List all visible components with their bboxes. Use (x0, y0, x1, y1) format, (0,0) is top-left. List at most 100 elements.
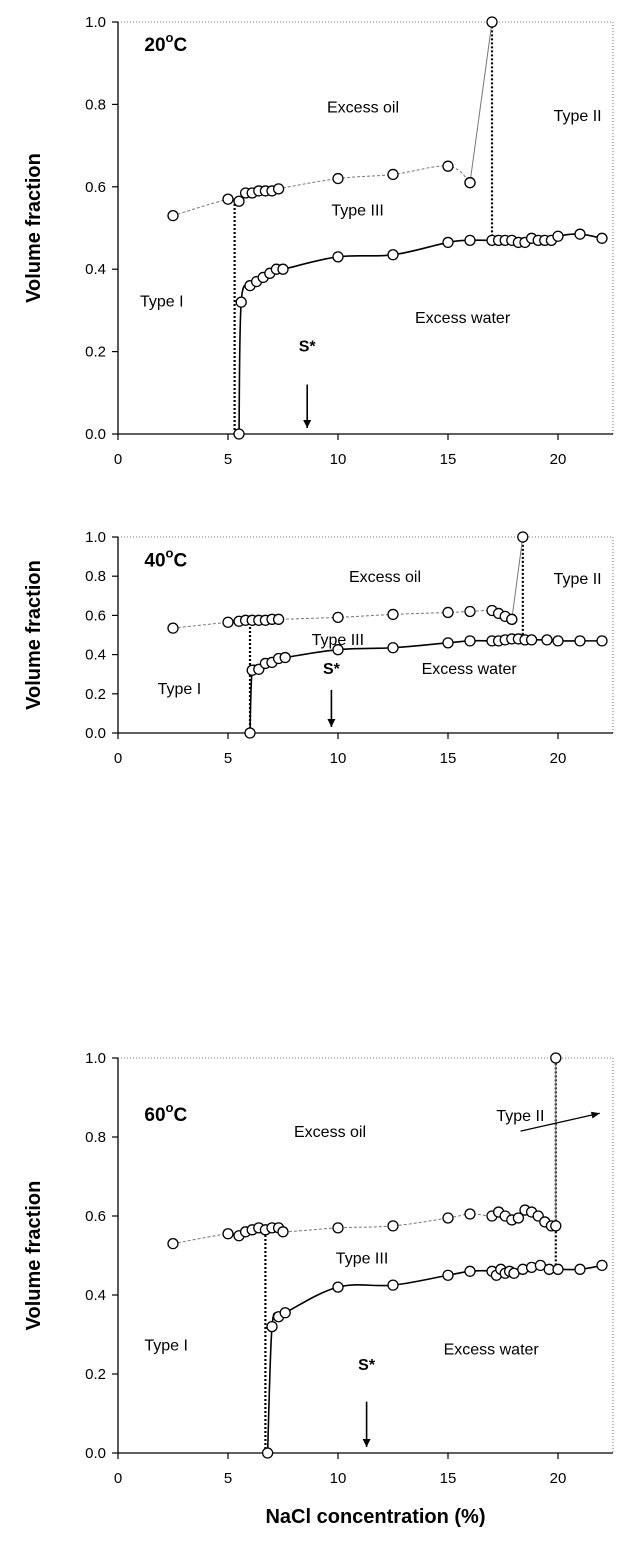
y-axis-label: Volume fraction (23, 560, 45, 710)
data-point (332, 1222, 344, 1234)
data-point (222, 193, 234, 205)
data-point (387, 168, 399, 181)
data-point (244, 727, 256, 739)
s-star-arrowhead (362, 1439, 371, 1447)
data-point (235, 296, 247, 308)
y-tick-label: 0.8 (85, 96, 106, 113)
data-point (277, 263, 289, 275)
data-point (596, 635, 608, 647)
data-point (332, 644, 344, 656)
y-tick-label: 0.6 (85, 179, 106, 196)
data-point (464, 234, 476, 247)
y-tick-label: 0.2 (85, 344, 106, 361)
y-axis-label: Volume fraction (23, 153, 45, 303)
type-i-label: Type I (158, 681, 202, 698)
data-point (332, 1281, 344, 1293)
x-tick-label: 20 (550, 451, 567, 468)
x-tick-label: 0 (114, 1470, 122, 1487)
data-point (272, 613, 285, 625)
y-tick-label: 0.0 (85, 725, 106, 742)
data-point (442, 637, 454, 649)
y-tick-label: 0.6 (85, 1208, 106, 1225)
data-point (167, 209, 179, 222)
s-star-label: S* (323, 661, 341, 678)
data-point (387, 249, 399, 261)
upper-phase-line (172, 165, 471, 217)
y-tick-label: 0.8 (85, 568, 106, 585)
data-point (222, 616, 234, 628)
y-tick-label: 0.2 (85, 686, 106, 703)
excess-oil-label: Excess oil (349, 569, 421, 586)
y-tick-label: 1.0 (85, 529, 106, 546)
chart-panel: 0.0 0.2 0.4 0.6 0.8 1.0 0 5 10 15 20 Volume fractio… (23, 14, 614, 468)
data-point (506, 613, 518, 625)
data-point (442, 236, 454, 249)
type-ii-arrow (520, 1112, 600, 1132)
type-iii-label: Type III (312, 632, 364, 649)
data-point (277, 1226, 289, 1238)
data-point (387, 642, 399, 654)
temperature-label: 40oC (144, 545, 187, 571)
data-point (272, 183, 285, 195)
type-ii-jump-line (469, 21, 493, 183)
data-point (387, 1279, 399, 1291)
data-point (387, 608, 399, 621)
data-point (464, 177, 476, 189)
y-tick-label: 1.0 (85, 1050, 106, 1067)
lower-phase-line (238, 233, 603, 435)
data-point (574, 228, 586, 240)
data-point (442, 1269, 454, 1281)
data-point (550, 1220, 562, 1232)
data-point (464, 635, 476, 647)
data-point (222, 1228, 234, 1240)
y-tick-label: 0.8 (85, 1129, 106, 1146)
type-ii-label: Type II (554, 108, 602, 125)
x-tick-label: 0 (114, 451, 122, 468)
data-point (387, 1220, 399, 1232)
lower-phase-line (266, 1264, 603, 1454)
data-point (167, 622, 179, 634)
type-i-label: Type I (144, 1337, 188, 1354)
x-tick-label: 5 (224, 1470, 232, 1487)
chart-panel: 0.0 0.2 0.4 0.6 0.8 1.0 0 5 10 15 20 Volume fractio… (23, 1050, 614, 1528)
x-tick-label: 0 (114, 750, 122, 767)
data-point (261, 1447, 274, 1459)
data-point (332, 611, 344, 624)
data-point (464, 1265, 476, 1277)
y-tick-label: 0.6 (85, 607, 106, 624)
y-tick-label: 1.0 (85, 14, 106, 31)
excess-water-label: Excess water (415, 310, 511, 327)
y-tick-label: 0.0 (85, 1445, 106, 1462)
data-point (442, 1212, 454, 1224)
data-point (541, 634, 553, 646)
data-point (486, 16, 498, 28)
data-point (442, 160, 454, 172)
y-axis-label: Volume fraction (23, 1181, 45, 1331)
data-point (596, 1259, 608, 1272)
x-tick-label: 20 (550, 750, 567, 767)
data-point (552, 230, 564, 242)
type-iii-label: Type III (331, 203, 383, 220)
data-point (266, 1320, 278, 1333)
y-tick-label: 0.0 (85, 426, 106, 443)
data-point (517, 531, 529, 543)
y-tick-label: 0.4 (85, 261, 106, 278)
s-star-arrowhead (327, 719, 336, 727)
temperature-label: 20oC (144, 30, 187, 56)
data-point (332, 251, 344, 263)
data-point (552, 1263, 564, 1275)
type-ii-jump-line (511, 536, 524, 620)
data-point (574, 1263, 586, 1275)
s-star-arrowhead (303, 420, 312, 428)
s-star-label: S* (358, 1357, 376, 1374)
data-point (596, 232, 608, 244)
x-tick-label: 10 (330, 451, 347, 468)
data-point (464, 605, 476, 618)
lower-phase-line (249, 637, 602, 734)
data-point (279, 1307, 291, 1319)
x-axis-label: NaCl concentration (%) (265, 1506, 485, 1528)
data-point (552, 635, 564, 647)
s-star-label: S* (299, 339, 317, 356)
type-ii-label: Type II (554, 571, 602, 588)
